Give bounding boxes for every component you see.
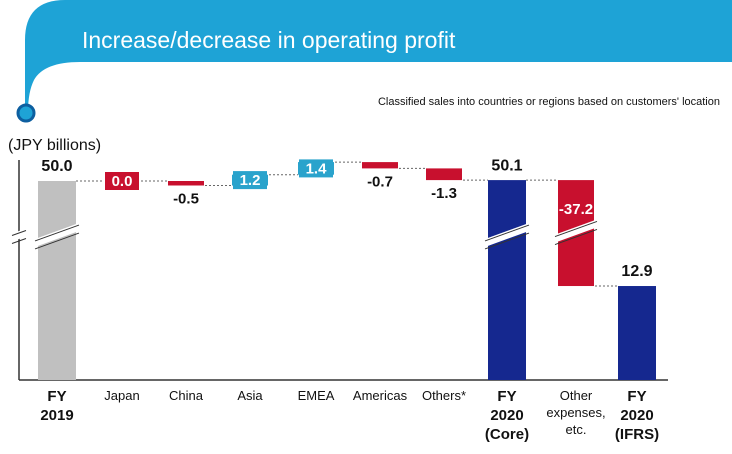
value-label: 50.1 xyxy=(491,157,522,174)
bar xyxy=(38,181,76,380)
bar xyxy=(488,180,526,380)
value-label-box xyxy=(105,172,139,190)
bar xyxy=(426,168,462,181)
x-tick-label: China xyxy=(169,388,204,403)
value-label: -1.3 xyxy=(431,185,457,202)
x-tick-label: FY 2019 xyxy=(40,388,73,424)
x-tick-label: Others* xyxy=(422,388,466,403)
axis-break-line xyxy=(34,232,80,250)
x-tick-label: Other expenses, etc. xyxy=(546,388,605,437)
x-tick-label: EMEA xyxy=(298,388,335,403)
axis-break-line xyxy=(554,220,598,238)
bar xyxy=(168,181,204,186)
value-label: 50.0 xyxy=(41,158,72,175)
value-label: 1.4 xyxy=(306,160,328,177)
axis-break-line xyxy=(11,230,27,236)
subtitle: Classified sales into countries or regio… xyxy=(378,96,720,108)
axis-break-line xyxy=(554,228,598,246)
banner-dot xyxy=(16,103,36,123)
x-tick-label: Asia xyxy=(237,388,263,403)
value-label-box xyxy=(299,159,333,178)
value-label: 0.0 xyxy=(112,173,133,190)
x-tick-label: FY 2020 (IFRS) xyxy=(615,388,659,443)
chart-title: Increase/decrease in operating profit xyxy=(82,27,456,53)
value-label: 12.9 xyxy=(621,263,652,280)
axis-break-line xyxy=(484,232,530,250)
bar xyxy=(618,286,656,380)
axis-break-line xyxy=(11,238,27,244)
value-label: -0.5 xyxy=(173,190,199,207)
value-label-box xyxy=(233,171,267,190)
value-label: -37.2 xyxy=(559,201,593,218)
x-tick-label: FY 2020 (Core) xyxy=(485,388,529,443)
value-label: 1.2 xyxy=(240,172,261,189)
axis-break-line xyxy=(34,224,80,242)
title-banner xyxy=(25,0,732,112)
x-tick-label: Americas xyxy=(353,388,408,403)
bar xyxy=(362,162,398,169)
x-tick-label: Japan xyxy=(104,388,139,403)
value-label: -0.7 xyxy=(367,173,393,190)
y-label: (JPY billions) xyxy=(8,137,101,154)
axis-break-line xyxy=(484,224,530,242)
